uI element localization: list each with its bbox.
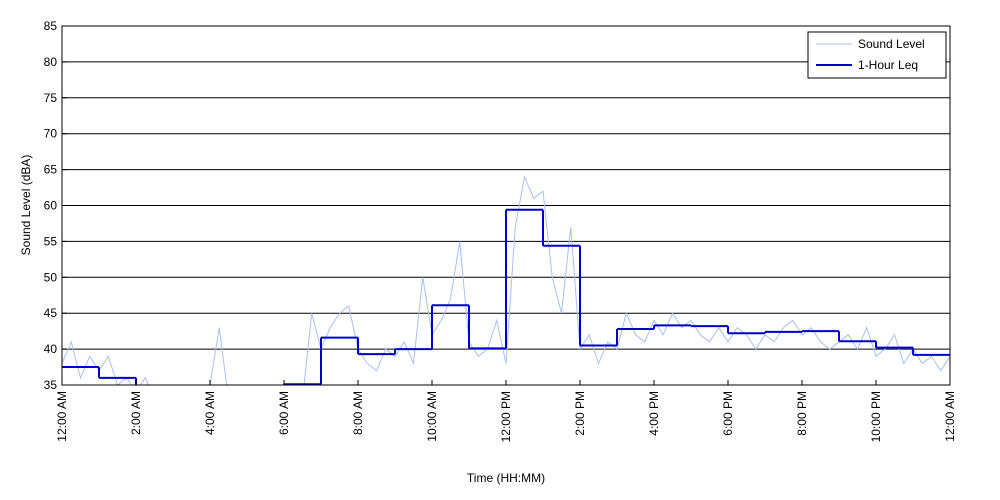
y-tick-label: 45	[44, 306, 58, 320]
legend-label: 1-Hour Leq	[858, 58, 918, 72]
x-axis-label: Time (HH:MM)	[467, 471, 545, 485]
x-tick-label: 4:00 PM	[647, 391, 661, 436]
y-tick-label: 55	[44, 234, 58, 248]
y-tick-label: 80	[44, 55, 58, 69]
legend-label: Sound Level	[858, 37, 925, 51]
line	[62, 175, 950, 385]
x-tick-label: 12:00 AM	[943, 391, 957, 442]
y-tick-label: 50	[44, 270, 58, 284]
x-tick-label: 10:00 PM	[869, 391, 883, 442]
legend-box	[807, 31, 947, 79]
y-tick-label: 85	[44, 19, 58, 33]
y-tick-label: 40	[44, 342, 58, 356]
y-tick-label: 60	[44, 199, 58, 213]
y-tick-label: 75	[44, 91, 58, 105]
y-axis-label: Sound Level (dBA)	[19, 155, 33, 256]
x-tick-label: 4:00 AM	[203, 391, 217, 435]
x-tick-label: 10:00 AM	[425, 391, 439, 442]
x-tick-label: 6:00 AM	[277, 391, 291, 435]
x-tick-label: 8:00 AM	[351, 391, 365, 435]
x-tick-label: 12:00 AM	[55, 391, 69, 442]
x-tick-label: 8:00 PM	[795, 391, 809, 436]
x-tick-label: 2:00 AM	[129, 391, 143, 435]
y-tick-label: 70	[44, 127, 58, 141]
y-tick-label: 65	[44, 163, 58, 177]
x-tick-label: 6:00 PM	[721, 391, 735, 436]
y-tick-label: 35	[44, 378, 58, 392]
x-tick-label: 2:00 PM	[573, 391, 587, 436]
x-tick-label: 12:00 PM	[499, 391, 513, 442]
